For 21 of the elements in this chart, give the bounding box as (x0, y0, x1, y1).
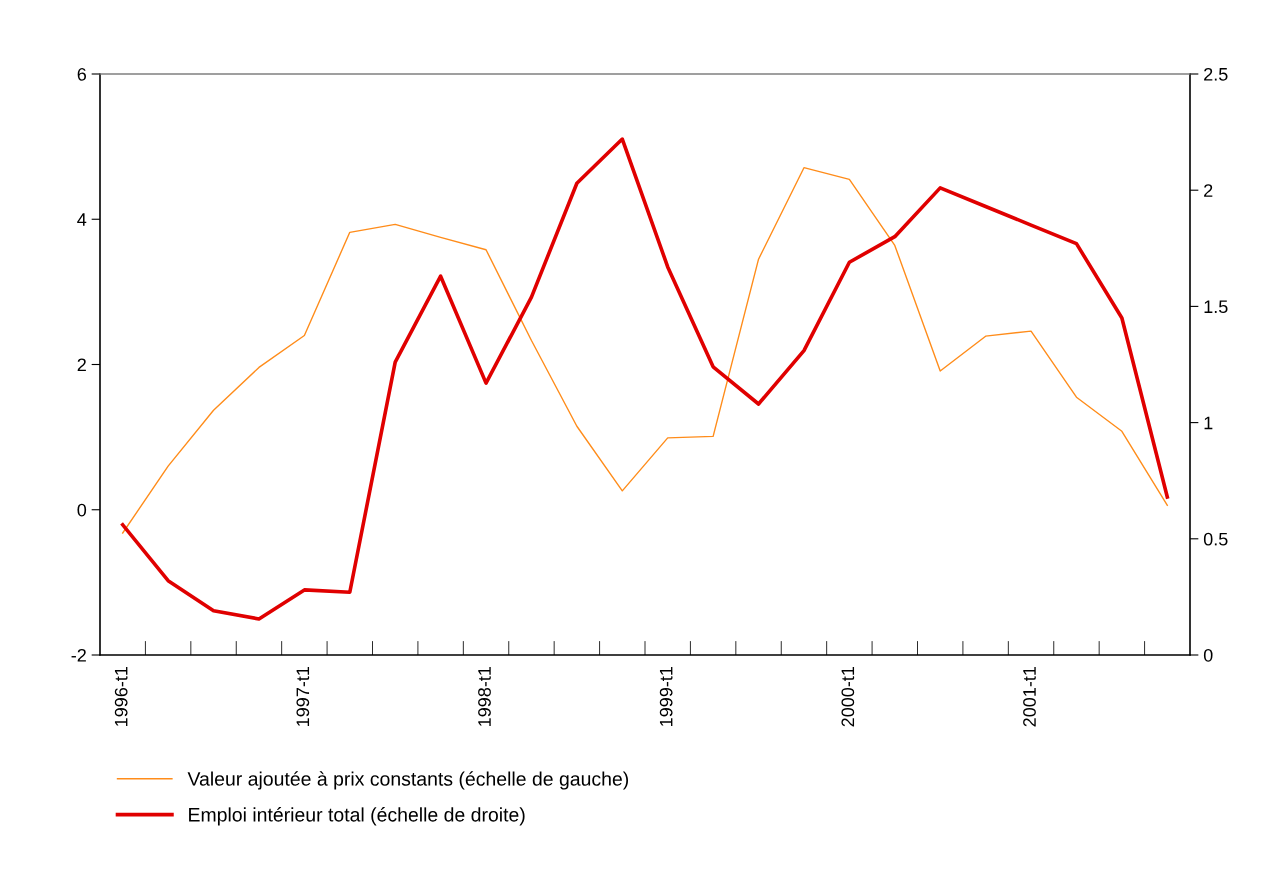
y2-tick-label: 1.5 (1204, 300, 1228, 314)
x-tick-label: 2000-t1 (841, 666, 855, 727)
y2-tick-label: 2.5 (1204, 67, 1228, 81)
y-tick-label: -2 (71, 648, 86, 662)
x-tick-label: 1999-t1 (659, 666, 673, 726)
line-series (122, 166, 1168, 534)
legend-label: Valeur ajoutée à prix constants (échelle de gauche) (187, 771, 629, 790)
y2-tick-label: 2 (1204, 184, 1213, 197)
legend-label: Emploi intérieur total (échelle de droite) (189, 807, 525, 826)
y-tick-label: 4 (77, 213, 87, 226)
x-tick-label: 1996-t1 (114, 666, 128, 726)
y2-tick-label: 0.5 (1203, 532, 1228, 546)
y2-tick-label: 1 (1204, 416, 1213, 430)
y-tick-label: 6 (77, 67, 87, 81)
x-tick-label: 1997-t1 (296, 666, 310, 726)
line-series (120, 137, 1170, 621)
y2-tick-label: 0 (1203, 648, 1213, 662)
x-tick-label: 2001-t1 (1023, 666, 1036, 727)
y-tick-label: 2 (77, 358, 86, 372)
x-tick-label: 1998-t1 (478, 666, 491, 726)
y-tick-label: 0 (77, 503, 87, 517)
